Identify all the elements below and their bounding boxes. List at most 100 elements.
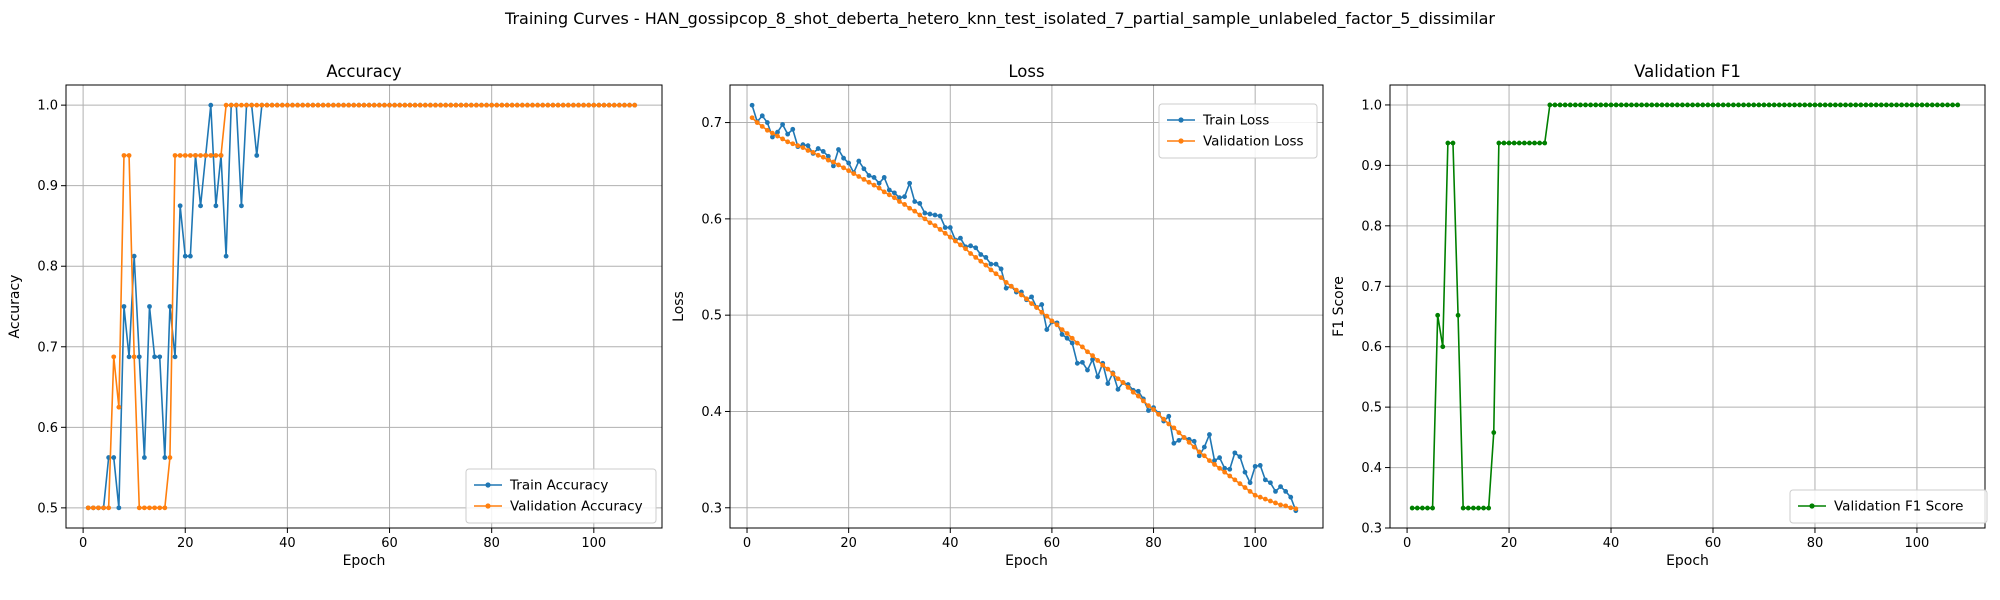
loss-series-2-point bbox=[1130, 389, 1136, 395]
f1-series-1-point bbox=[1802, 102, 1808, 108]
loss-panel: 0 20 40 60 80 100 0.3 0.4 0.5 0.6 0.7 Loss Epoch Loss… bbox=[671, 62, 1324, 569]
loss-series-2-point bbox=[983, 262, 989, 268]
f1-series-1-point bbox=[1924, 102, 1930, 108]
f1-series-1-point bbox=[1873, 102, 1879, 108]
loss-series-1-point bbox=[1288, 494, 1294, 500]
accuracy-series-2-point bbox=[601, 102, 607, 108]
accuracy-series-2-point bbox=[116, 404, 122, 410]
loss-series-1-point bbox=[866, 173, 872, 178]
accuracy-xtick-label: 80 bbox=[483, 536, 500, 551]
f1-xtick-label: 80 bbox=[1807, 536, 1824, 551]
accuracy-series-2-point bbox=[535, 102, 541, 108]
loss-series-2-point bbox=[1029, 301, 1034, 307]
accuracy-series-2-point bbox=[504, 102, 510, 108]
f1-ytick-label: 0.4 bbox=[1361, 461, 1382, 476]
accuracy-series-2-point bbox=[356, 102, 362, 108]
loss-series-1-point bbox=[1146, 408, 1151, 413]
loss-series-1-point bbox=[1252, 463, 1258, 469]
f1-series-1-point bbox=[1741, 102, 1746, 108]
loss-series-1-point bbox=[1080, 359, 1085, 365]
f1-series-1-point bbox=[1904, 102, 1910, 108]
accuracy-series-2-point bbox=[586, 102, 592, 108]
loss-legend-marker bbox=[1178, 117, 1184, 123]
f1-series-1-point bbox=[1578, 102, 1583, 108]
f1-xtick-label: 40 bbox=[1603, 536, 1620, 551]
loss-series-1-point bbox=[1003, 285, 1009, 291]
f1-ytick-label: 0.7 bbox=[1361, 280, 1382, 295]
loss-series-2-point bbox=[1054, 322, 1060, 328]
loss-series-2-point bbox=[1069, 335, 1075, 341]
f1-series-1-point bbox=[1945, 102, 1950, 108]
f1-series-1-point bbox=[1572, 102, 1578, 108]
f1-series-1-point bbox=[1588, 102, 1594, 108]
loss-ytick-label: 0.5 bbox=[701, 309, 722, 324]
loss-xtick-label: 40 bbox=[942, 536, 959, 551]
f1-series-1-point bbox=[1669, 102, 1675, 108]
accuracy-series-1-point bbox=[198, 203, 203, 209]
loss-series-2-point bbox=[907, 205, 913, 211]
f1-xtick-label: 60 bbox=[1705, 536, 1722, 551]
loss-series-1-point bbox=[871, 175, 877, 180]
accuracy-ytick-label: 0.8 bbox=[37, 260, 58, 275]
accuracy-series-1-point bbox=[167, 304, 173, 309]
loss-series-1-point bbox=[876, 180, 882, 186]
f1-series-1-point bbox=[1685, 102, 1690, 108]
loss-series-2-point bbox=[805, 148, 811, 153]
f1-series-1-point bbox=[1751, 102, 1757, 108]
accuracy-series-2-point bbox=[397, 102, 403, 108]
accuracy-series-2-point bbox=[284, 102, 290, 108]
f1-series-1-point bbox=[1776, 102, 1782, 108]
f1-series-1-point bbox=[1445, 140, 1451, 146]
loss-series-2-point bbox=[1242, 485, 1248, 490]
f1-ytick-label: 0.9 bbox=[1361, 159, 1382, 174]
accuracy-legend-label: Train Accuracy bbox=[509, 478, 608, 494]
f1-series-1-point bbox=[1491, 430, 1497, 435]
accuracy-series-2-point bbox=[525, 102, 530, 108]
loss-series-1-point bbox=[881, 175, 887, 180]
f1-series-1-point bbox=[1838, 102, 1843, 108]
loss-series-2-point bbox=[1110, 371, 1116, 377]
accuracy-series-2-point bbox=[479, 102, 484, 108]
loss-ytick-label: 0.3 bbox=[701, 501, 722, 516]
accuracy-series-2-point bbox=[218, 153, 224, 158]
accuracy-series-2-point bbox=[433, 102, 438, 108]
f1-series-1-point bbox=[1919, 102, 1925, 108]
loss-series-2-point bbox=[825, 157, 831, 163]
loss-series-2-point bbox=[1080, 344, 1085, 350]
accuracy-legend: Train Accuracy Validation Accuracy bbox=[465, 468, 657, 524]
f1-ytick-label: 0.8 bbox=[1361, 219, 1382, 234]
loss-series-1-point bbox=[1095, 374, 1101, 380]
accuracy-series-2-point bbox=[366, 102, 372, 108]
f1-series-1-point bbox=[1664, 102, 1670, 108]
loss-series-2-point bbox=[1293, 506, 1299, 512]
accuracy-series-1-point bbox=[157, 354, 163, 360]
loss-series-2-point bbox=[1247, 489, 1253, 494]
accuracy-series-1-point bbox=[121, 304, 127, 309]
f1-series-1-point bbox=[1878, 102, 1884, 108]
f1-series-1-point bbox=[1899, 102, 1905, 108]
loss-series-2-point bbox=[831, 159, 836, 165]
loss-series-1-point bbox=[759, 113, 765, 119]
accuracy-series-2-point bbox=[187, 153, 193, 158]
accuracy-axes-frame bbox=[65, 84, 663, 529]
loss-axes-frame bbox=[729, 84, 1324, 529]
accuracy-series-2-point bbox=[96, 505, 101, 511]
accuracy-series-2-point bbox=[325, 102, 331, 108]
f1-series-1-point bbox=[1476, 505, 1481, 511]
f1-series-1-point bbox=[1644, 102, 1650, 108]
accuracy-series-1-point bbox=[177, 203, 183, 209]
accuracy-series-2-point bbox=[320, 102, 326, 108]
loss-xtick-label: 60 bbox=[1044, 536, 1061, 551]
loss-series-2-point bbox=[1222, 469, 1228, 475]
loss-series-1-point bbox=[897, 195, 902, 201]
loss-series-2-point bbox=[1252, 492, 1258, 498]
accuracy-series-2-point bbox=[616, 102, 622, 108]
f1-xlabel: Epoch bbox=[1666, 553, 1709, 569]
accuracy-series-2-point bbox=[371, 102, 377, 108]
f1-series-1-point bbox=[1639, 102, 1645, 108]
accuracy-xtick-label: 20 bbox=[177, 536, 194, 551]
f1-series-1-point bbox=[1516, 140, 1522, 146]
loss-series-2-point bbox=[815, 152, 821, 158]
accuracy-panel: 0 20 40 60 80 100 0.5 0.6 0.7 0.8 0.9 1.0 Accuracy Ep… bbox=[7, 62, 663, 569]
loss-series-1-point bbox=[770, 134, 775, 140]
